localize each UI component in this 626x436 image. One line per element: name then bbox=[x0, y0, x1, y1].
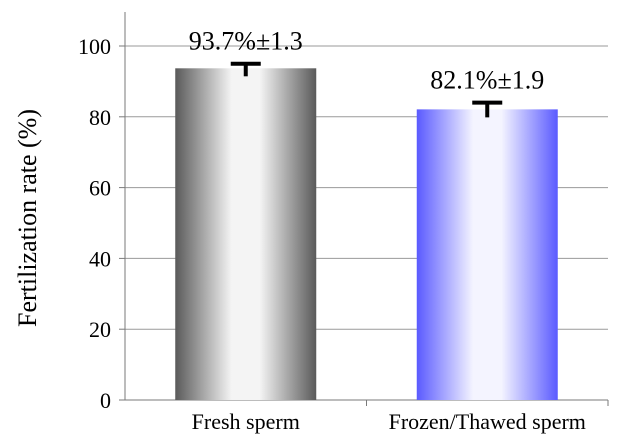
y-tick-label: 60 bbox=[89, 176, 111, 201]
y-tick-label: 20 bbox=[89, 317, 111, 342]
bar bbox=[175, 68, 317, 400]
y-axis-title: Fertilization rate (%) bbox=[13, 109, 42, 327]
y-tick-label: 40 bbox=[89, 246, 111, 271]
y-tick-label: 80 bbox=[89, 105, 111, 130]
data-label: 93.7%±1.3 bbox=[189, 27, 303, 56]
bars bbox=[175, 61, 558, 400]
y-tick-label: 100 bbox=[78, 34, 111, 59]
bar bbox=[416, 109, 558, 400]
x-tick-label: Frozen/Thawed sperm bbox=[389, 409, 586, 434]
labels: 0 20 40 60 80 100 93.7%±1.3 Fresh sperm 82.1%±1.… bbox=[78, 27, 586, 434]
y-tick-label: 0 bbox=[100, 388, 111, 413]
x-tick-label: Fresh sperm bbox=[192, 409, 300, 434]
data-label: 82.1%±1.9 bbox=[430, 66, 544, 95]
